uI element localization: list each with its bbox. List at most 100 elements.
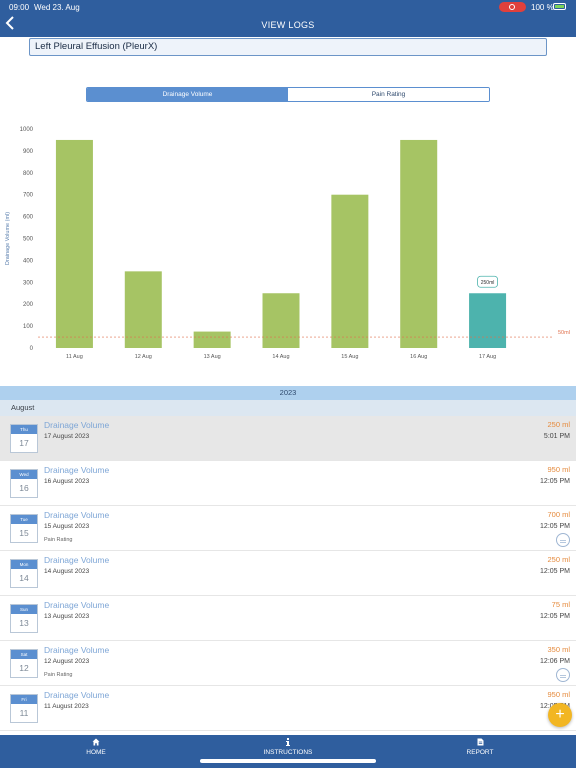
log-volume: 700 ml: [547, 510, 570, 519]
log-type: Drainage Volume: [44, 555, 110, 565]
log-row[interactable]: Fri 11 Drainage Volume 11 August 2023 950 ml…: [0, 686, 576, 731]
condition-selector[interactable]: Left Pleural Effusion (PleurX): [29, 38, 547, 56]
pain-rating-icon: [556, 533, 570, 547]
log-date: 13 August 2023: [44, 613, 90, 620]
calendar-icon: Sat 12: [10, 649, 38, 678]
log-pain-label: Pain Rating: [44, 672, 73, 678]
y-tick-label: 700: [23, 193, 34, 199]
log-row[interactable]: Mon 14 Drainage Volume 14 August 2023 250 ml…: [0, 551, 576, 596]
battery-percentage: 100 %: [531, 3, 554, 12]
y-axis-title: Drainage Volume (ml): [5, 212, 11, 265]
x-tick-label: 13 Aug: [204, 354, 221, 360]
page-title: VIEW LOGS: [261, 20, 315, 30]
status-time: 09:00: [9, 3, 30, 12]
y-tick-label: 900: [23, 149, 34, 155]
log-date: 15 August 2023: [44, 523, 90, 530]
log-date: 17 August 2023: [44, 433, 90, 440]
x-tick-label: 12 Aug: [135, 354, 152, 360]
log-date: 12 August 2023: [44, 658, 90, 665]
top-navigation-bar: 09:00 Wed 23. Aug 100 % VIEW LOGS: [0, 0, 576, 37]
segment-pain-rating[interactable]: Pain Rating: [288, 88, 489, 101]
log-row[interactable]: Sat 12 Drainage Volume 12 August 2023 350 ml…: [0, 641, 576, 686]
home-icon: [51, 738, 141, 747]
back-button[interactable]: [5, 16, 21, 34]
calendar-day: 11: [19, 708, 29, 718]
x-tick-label: 16 Aug: [410, 354, 427, 360]
tab-report[interactable]: REPORT: [435, 738, 525, 756]
home-indicator: [200, 759, 376, 763]
calendar-icon: Wed 16: [10, 469, 38, 498]
calendar-weekday: Sat: [11, 650, 37, 659]
log-type: Drainage Volume: [44, 690, 110, 700]
year-header: 2023: [0, 386, 576, 400]
log-volume: 75 ml: [551, 600, 570, 609]
tab-instructions[interactable]: INSTRUCTIONS: [243, 738, 333, 756]
chart-bar: [469, 293, 507, 348]
calendar-weekday: Wed: [11, 470, 37, 479]
x-tick-label: 14 Aug: [272, 354, 289, 360]
log-time: 12:05 PM: [540, 613, 570, 620]
document-icon: [435, 738, 525, 747]
chart-bar: [55, 139, 93, 348]
calendar-day: 17: [19, 438, 29, 448]
calendar-icon: Sun 13: [10, 604, 38, 633]
tab-instructions-label: INSTRUCTIONS: [263, 749, 313, 756]
threshold-label: 50ml: [558, 330, 570, 336]
log-row[interactable]: Thu 17 Drainage Volume 17 August 2023 250 ml…: [0, 416, 576, 461]
log-type: Drainage Volume: [44, 420, 110, 430]
info-icon: [243, 738, 333, 747]
calendar-weekday: Fri: [11, 695, 37, 704]
y-tick-label: 0: [30, 346, 34, 352]
log-time: 5:01 PM: [543, 433, 570, 440]
calendar-weekday: Mon: [11, 560, 37, 569]
battery-icon: [553, 3, 566, 10]
status-date: Wed 23. Aug: [34, 3, 80, 12]
log-row[interactable]: Wed 16 Drainage Volume 16 August 2023 950 ml…: [0, 461, 576, 506]
chevron-left-icon: [5, 16, 14, 30]
calendar-weekday: Tue: [11, 515, 37, 524]
pain-rating-icon: [556, 668, 570, 682]
x-tick-label: 15 Aug: [341, 354, 358, 360]
segment-drainage-volume[interactable]: Drainage Volume: [87, 88, 288, 101]
chart-type-segmented-control: Drainage Volume Pain Rating: [86, 87, 490, 102]
log-row[interactable]: Sun 13 Drainage Volume 13 August 2023 75 ml 1…: [0, 596, 576, 641]
chart-bar: [400, 139, 438, 348]
y-tick-label: 600: [23, 215, 34, 221]
chart-bar: [124, 271, 162, 348]
y-tick-label: 200: [23, 302, 34, 308]
y-tick-label: 1000: [20, 127, 34, 133]
bottom-tab-bar: HOME INSTRUCTIONS REPORT: [0, 735, 576, 768]
log-volume: 250 ml: [547, 555, 570, 564]
record-icon: [509, 4, 515, 10]
y-tick-label: 800: [23, 171, 34, 177]
calendar-weekday: Sun: [11, 605, 37, 614]
log-pain-label: Pain Rating: [44, 537, 73, 543]
log-time: 12:05 PM: [540, 568, 570, 575]
add-log-button[interactable]: +: [548, 703, 572, 727]
calendar-weekday: Thu: [11, 425, 37, 434]
y-tick-label: 100: [23, 324, 34, 330]
log-row[interactable]: Tue 15 Drainage Volume 15 August 2023 700 ml…: [0, 506, 576, 551]
log-type: Drainage Volume: [44, 600, 110, 610]
calendar-day: 16: [19, 483, 29, 493]
log-date: 16 August 2023: [44, 478, 90, 485]
y-tick-label: 400: [23, 258, 34, 264]
calendar-icon: Mon 14: [10, 559, 38, 588]
log-volume: 950 ml: [547, 690, 570, 699]
calendar-day: 14: [19, 573, 29, 583]
tab-home-label: HOME: [86, 749, 106, 756]
log-time: 12:06 PM: [540, 658, 570, 665]
log-list: Thu 17 Drainage Volume 17 August 2023 250 ml…: [0, 416, 576, 736]
chart-bar: [262, 293, 300, 348]
chart-bar: [193, 331, 231, 348]
screen-record-indicator[interactable]: [499, 2, 526, 12]
month-header: August: [0, 400, 576, 416]
log-volume: 250 ml: [547, 420, 570, 429]
calendar-day: 12: [19, 663, 29, 673]
log-date: 11 August 2023: [44, 703, 89, 710]
calendar-icon: Tue 15: [10, 514, 38, 543]
tab-home[interactable]: HOME: [51, 738, 141, 756]
calendar-icon: Fri 11: [10, 694, 38, 723]
y-tick-label: 500: [23, 237, 34, 243]
